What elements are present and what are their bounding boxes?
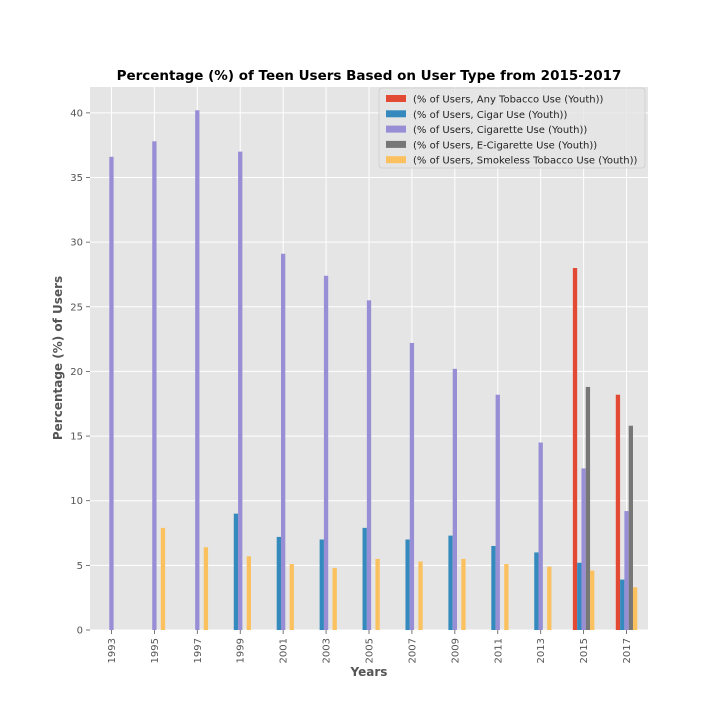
bar [366, 300, 372, 630]
bar [203, 547, 209, 630]
bar [504, 564, 509, 630]
bar [362, 527, 367, 630]
bar [238, 151, 243, 630]
bar [461, 558, 466, 630]
bar [409, 342, 415, 630]
legend-label: (% of Users, Cigar Use (Youth)) [413, 110, 567, 121]
y-tick-label: 35 [70, 173, 83, 184]
legend-swatch [386, 95, 406, 102]
legend-label: (% of Users, Cigarette Use (Youth)) [413, 125, 587, 136]
legend-swatch [386, 125, 406, 133]
x-tick-label: 2011 [493, 638, 504, 663]
legend-items: (% of Users, Any Tobacco Use (Youth)) (% … [386, 95, 638, 167]
bar [332, 567, 337, 630]
y-axis-ticks: 0 5 10 15 20 25 30 35 40 [70, 108, 90, 637]
bar [495, 394, 500, 630]
bar [615, 394, 621, 630]
x-tick-label: 2013 [536, 638, 547, 663]
x-tick-label: 2003 [322, 638, 333, 663]
bar [375, 558, 380, 630]
bar [448, 535, 453, 630]
bar [572, 268, 578, 630]
y-axis-label: Percentage (%) of Users [51, 276, 65, 440]
bar [452, 368, 457, 630]
y-tick-label: 5 [77, 561, 83, 572]
x-tick-label: 2007 [407, 638, 418, 663]
bar [491, 545, 496, 630]
bar [319, 539, 324, 630]
bar [281, 253, 286, 630]
x-tick-label: 2009 [450, 638, 461, 663]
bar [620, 579, 625, 630]
y-tick-label: 10 [70, 496, 83, 507]
chart-title: Percentage (%) of Teen Users Based on Us… [117, 68, 622, 84]
y-tick-label: 30 [70, 238, 83, 249]
x-tick-label: 2017 [622, 638, 633, 663]
bar [585, 386, 591, 630]
bar [538, 442, 543, 630]
bar [152, 141, 157, 631]
x-axis-label: Years [350, 665, 388, 679]
bar [581, 468, 586, 630]
y-tick-label: 40 [70, 108, 83, 119]
bar [632, 587, 638, 630]
legend-label: (% of Users, Smokeless Tobacco Use (Yout… [413, 156, 638, 167]
legend-swatch [386, 110, 406, 118]
bar [323, 275, 329, 630]
y-tick-label: 0 [77, 626, 83, 637]
bar [109, 156, 114, 631]
y-tick-label: 25 [70, 302, 83, 313]
bar [534, 552, 539, 630]
x-tick-label: 2015 [579, 638, 590, 663]
legend-label: (% of Users, Any Tobacco Use (Youth)) [413, 95, 603, 106]
bar [547, 566, 552, 630]
y-tick-label: 15 [70, 432, 83, 443]
legend-label: (% of Users, E-Cigarette Use (Youth)) [413, 140, 597, 151]
bar [590, 570, 595, 630]
x-tick-label: 2005 [365, 638, 376, 663]
bar [577, 562, 582, 630]
bar [405, 539, 410, 630]
x-tick-label: 1993 [107, 638, 118, 663]
x-tick-label: 1995 [150, 638, 161, 663]
legend-box [378, 87, 646, 169]
bars [109, 110, 638, 631]
x-tick-label: 1997 [193, 638, 204, 663]
legend-swatch [386, 156, 406, 164]
bar [246, 556, 251, 630]
x-tick-label: 1999 [236, 638, 247, 663]
y-tick-label: 20 [70, 367, 83, 378]
x-axis-ticks: 1993 1995 1997 1999 2001 2003 2005 2007 2009 2011… [107, 630, 633, 663]
legend: (% of Users, Any Tobacco Use (Youth)) (% … [378, 87, 646, 169]
bar [233, 513, 239, 630]
bar [160, 527, 166, 630]
bar [418, 561, 423, 630]
bar [276, 536, 282, 630]
legend-swatch [386, 140, 406, 148]
x-tick-label: 2001 [279, 638, 290, 663]
bar [289, 564, 294, 630]
bar [195, 110, 200, 631]
bar [628, 425, 633, 630]
bar [624, 511, 629, 630]
